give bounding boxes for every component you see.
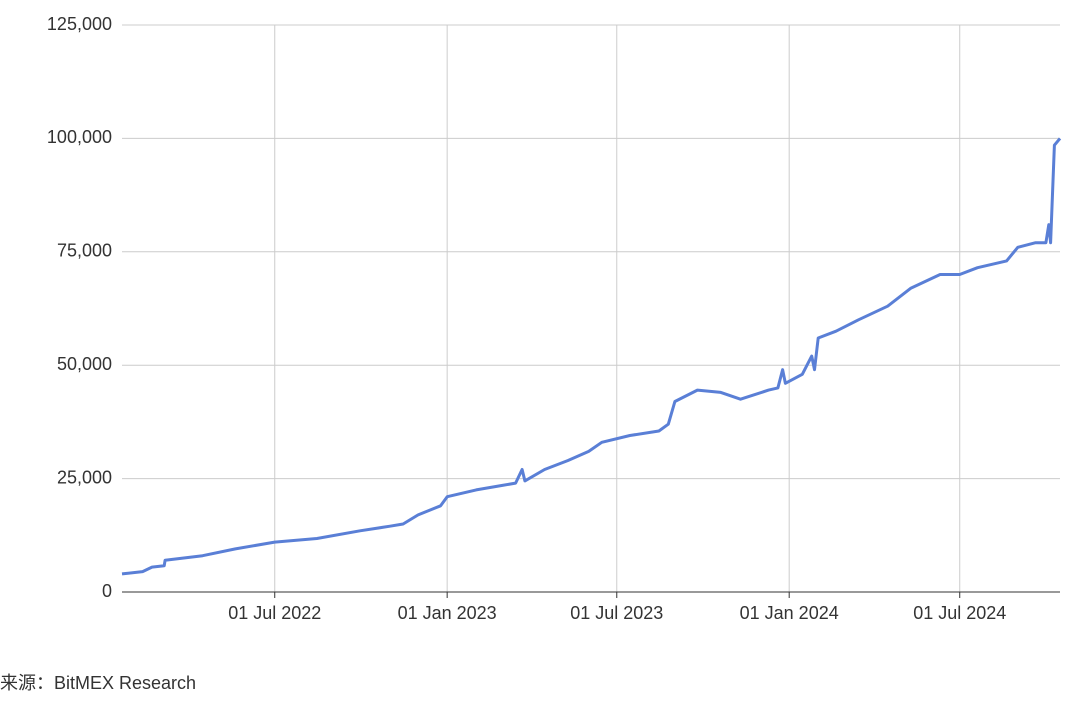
y-tick-label: 25,000 [57,467,112,487]
x-tick-label: 01 Jul 2023 [570,603,663,623]
y-tick-label: 75,000 [57,241,112,261]
y-tick-label: 125,000 [47,14,112,34]
x-tick-label: 01 Jan 2023 [398,603,497,623]
data-line [121,137,1062,576]
y-tick-label: 100,000 [47,127,112,147]
x-tick-label: 01 Jan 2024 [740,603,839,623]
x-tick-label: 01 Jul 2022 [228,603,321,623]
y-tick-label: 0 [102,581,112,601]
x-tick-label: 01 Jul 2024 [913,603,1006,623]
y-tick-label: 50,000 [57,354,112,374]
source-note: 来源：BitMEX Research [0,673,196,693]
